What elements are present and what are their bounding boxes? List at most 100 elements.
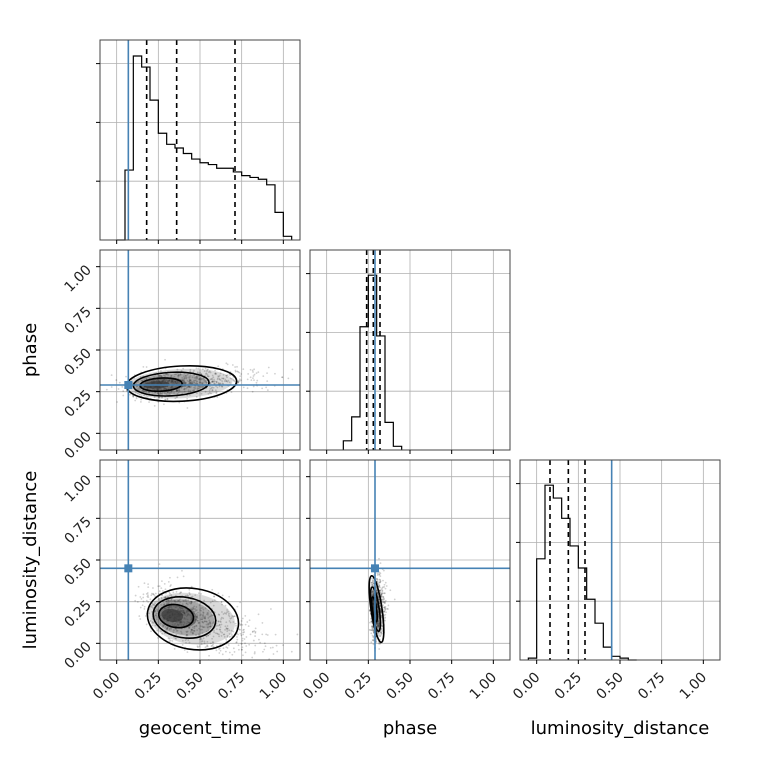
sample-point: [226, 647, 229, 649]
sample-point: [271, 646, 274, 649]
sample-point: [212, 381, 215, 383]
joint-scatter: [134, 563, 299, 665]
contour-line: [157, 603, 195, 629]
sample-point: [163, 403, 165, 406]
sample-point: [381, 598, 384, 601]
sample-point: [195, 615, 198, 618]
x-tick-label: 0.50: [593, 670, 626, 703]
sample-point: [379, 579, 382, 581]
sample-point: [177, 599, 179, 602]
sample-point: [173, 624, 176, 627]
sample-point: [164, 607, 166, 610]
sample-point: [180, 610, 183, 613]
sample-point: [242, 629, 245, 632]
sample-point: [166, 398, 169, 401]
sample-point: [188, 627, 190, 629]
sample-point: [379, 610, 382, 613]
sample-point: [182, 367, 185, 370]
sample-point: [140, 401, 142, 403]
sample-point: [169, 576, 171, 579]
sample-point: [188, 380, 191, 383]
sample-point: [383, 597, 385, 600]
sample-point: [151, 621, 154, 623]
sample-point: [202, 626, 205, 629]
sample-point: [251, 390, 254, 393]
sample-point: [226, 625, 229, 627]
sample-point: [207, 392, 210, 395]
sample-point: [164, 378, 167, 381]
sample-point: [380, 593, 383, 596]
sample-point: [205, 645, 208, 648]
sample-point: [376, 631, 379, 634]
sample-point: [160, 597, 163, 600]
sample-point: [383, 602, 386, 605]
sample-point: [205, 372, 208, 375]
sample-point: [385, 585, 388, 587]
sample-point: [139, 387, 142, 390]
sample-point: [214, 373, 217, 376]
sample-point: [281, 376, 284, 379]
sample-point: [187, 612, 190, 615]
sample-point: [180, 607, 183, 610]
joint-panel-geocent_time-luminosity_distance: 0.00 0.25 0.50 0.75 1.000.000.250.500.751.00: [61, 459, 301, 703]
sample-point: [193, 381, 195, 384]
sample-point: [370, 629, 373, 632]
sample-point: [195, 395, 198, 398]
sample-point: [175, 373, 178, 376]
sample-point: [176, 392, 179, 395]
sample-point: [203, 640, 206, 643]
sample-point: [158, 375, 161, 377]
sample-point: [266, 634, 269, 636]
sample-point: [205, 630, 208, 633]
sample-point: [370, 629, 373, 631]
sample-point: [201, 628, 203, 631]
sample-point: [171, 380, 174, 383]
sample-point: [221, 603, 223, 606]
sample-point: [192, 629, 195, 632]
sample-point: [280, 663, 282, 665]
sample-point: [220, 618, 222, 620]
sample-point: [372, 594, 375, 597]
sample-point: [167, 599, 170, 602]
sample-point: [216, 377, 219, 380]
sample-point: [372, 590, 374, 593]
sample-point: [164, 629, 167, 632]
sample-point: [240, 379, 242, 382]
sample-point: [183, 649, 186, 651]
sample-point: [211, 374, 214, 377]
sample-point: [231, 653, 234, 656]
sample-point: [238, 648, 240, 651]
sample-point: [151, 624, 154, 627]
sample-point: [201, 620, 204, 623]
sample-point: [178, 388, 181, 391]
sample-point: [197, 660, 199, 662]
sample-point: [189, 368, 192, 371]
sample-point: [223, 635, 226, 638]
sample-point: [173, 392, 175, 394]
sample-point: [211, 380, 214, 383]
sample-point: [208, 615, 211, 618]
sample-point: [186, 386, 188, 388]
sample-point: [224, 628, 226, 631]
sample-point: [150, 630, 152, 633]
sample-point: [218, 374, 221, 377]
y-tick-label: 0.00: [61, 429, 94, 462]
sample-point: [232, 630, 235, 633]
sample-point: [185, 634, 188, 637]
sample-point: [372, 593, 375, 595]
sample-point: [195, 382, 197, 385]
sample-point: [181, 611, 184, 613]
sample-point: [193, 388, 196, 391]
sample-point: [168, 598, 171, 601]
sample-point: [243, 628, 245, 631]
sample-point: [204, 367, 207, 370]
sample-point: [196, 600, 199, 603]
sample-point: [265, 633, 268, 636]
sample-point: [200, 378, 203, 381]
sample-point: [214, 632, 217, 635]
sample-point: [193, 630, 196, 632]
sample-point: [198, 634, 201, 637]
sample-point: [164, 387, 167, 390]
sample-point: [134, 391, 137, 394]
sample-point: [164, 388, 166, 391]
